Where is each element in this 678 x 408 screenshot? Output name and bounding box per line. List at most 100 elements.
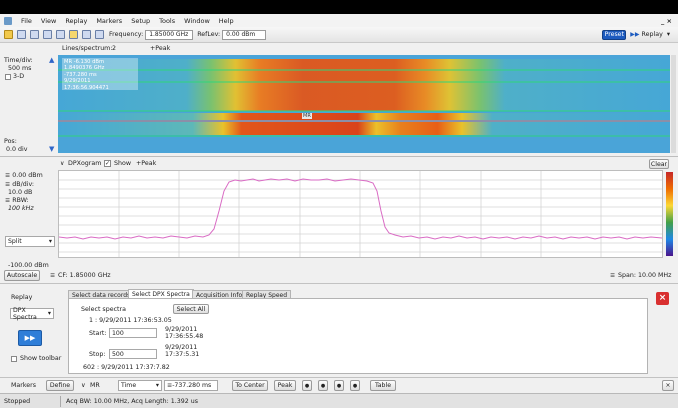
spectrogram-detection-label: +Peak (150, 45, 171, 52)
ref-value[interactable]: ≡ 0.00 dBm (5, 172, 43, 179)
cf-icon[interactable]: ≡ (50, 272, 56, 279)
marker-readout-line-4: 9/29/2011 17:36:56.904471 (64, 78, 109, 91)
menu-replay[interactable]: Replay (65, 16, 88, 25)
rbw-value[interactable]: 100 kHz (8, 205, 34, 212)
menu-file[interactable]: File (21, 16, 32, 25)
marker-time-value: -737.280 ms (172, 382, 212, 389)
menu-help[interactable]: Help (218, 16, 234, 25)
menu-view[interactable]: View (40, 16, 57, 25)
status-state: Stopped (4, 398, 31, 405)
span-icon[interactable]: ≡ (610, 272, 616, 279)
stop-input[interactable]: 500 (109, 349, 157, 359)
collapse-arrow-icon[interactable]: ∨ (60, 160, 65, 167)
marker-tag[interactable]: MR (302, 113, 312, 119)
app-logo-icon (4, 16, 12, 25)
tab-replay-speed[interactable]: Replay Speed (242, 290, 292, 300)
tab-content: Select spectra Select All 1 : 9/29/2011 … (68, 298, 648, 374)
replay-panel: Replay DPX Spectra ▾ ▶▶ Show toolbar Sel… (0, 283, 678, 377)
replay-dropdown-icon[interactable]: ▾ (666, 31, 670, 38)
threed-checkbox[interactable] (5, 74, 11, 80)
next-right-icon[interactable]: ● (334, 380, 344, 391)
marker-select-arrow-icon[interactable]: ∨ (81, 382, 86, 389)
frequency-label: Frequency: (109, 31, 144, 38)
pos-value[interactable]: 0.0 div (6, 146, 28, 153)
stop-label: Stop: (89, 351, 106, 358)
replay-section-label: Replay (11, 294, 33, 301)
peak-button[interactable]: Peak (274, 380, 296, 391)
replay-play-icon[interactable]: ▶▶ (630, 31, 640, 38)
start-input[interactable]: 100 (109, 328, 157, 338)
search-icon[interactable] (82, 30, 91, 39)
close-replay-icon[interactable]: × (656, 292, 669, 305)
displays-icon[interactable] (95, 30, 104, 39)
replay-mode-dropdown[interactable]: DPX Spectra ▾ (10, 306, 54, 321)
color-scale-bar (666, 172, 673, 256)
marker-readout-line-1: MR -6.130 dBm (64, 59, 105, 65)
main-toolbar: Frequency: 1.85000 GHz RefLev: 0.00 dBm … (0, 27, 678, 43)
dpx-graph-svg (59, 171, 662, 257)
dpxogram-title: DPXogram (68, 160, 102, 167)
settings-icon[interactable] (56, 30, 65, 39)
reflev-field[interactable]: 0.00 dBm (222, 29, 267, 40)
table-button[interactable]: Table (370, 380, 396, 391)
replay-mode-value: DPX Spectra (13, 306, 37, 321)
show-checkbox[interactable]: ✓ (104, 160, 111, 167)
dpx-controls: ≡ 0.00 dBm ≡ dB/div: 10.0 dB ≡ RBW: 100 … (2, 170, 58, 274)
db-div-value[interactable]: 10.0 dB (8, 189, 33, 196)
spectrogram-scrollbar[interactable] (671, 55, 676, 153)
scroll-down-arrow-icon[interactable]: ▼ (49, 145, 55, 153)
replay-run-button[interactable]: ▶▶ (18, 330, 42, 346)
spectrogram-controls: Time/div: 500 ms 3-D Pos: 0.0 div (2, 55, 48, 155)
scroll-up-arrow-icon[interactable]: ▲ (49, 56, 55, 64)
show-toolbar-checkbox[interactable] (11, 356, 17, 362)
clear-button[interactable]: Clear (649, 159, 669, 169)
prev-peak-icon[interactable]: ● (302, 380, 312, 391)
span-label[interactable]: Span: 10.00 MHz (618, 272, 672, 279)
start-label: Start: (89, 330, 107, 337)
marker-readout-line-2: 1.8490376 GHz (64, 65, 105, 72)
define-button[interactable]: Define (46, 380, 74, 391)
center-frequency-label[interactable]: CF: 1.85000 GHz (58, 272, 111, 279)
save-icon[interactable] (17, 30, 26, 39)
menu-window[interactable]: Window (184, 16, 210, 25)
autoscale-button[interactable]: Autoscale (4, 270, 40, 281)
preset-button[interactable]: Preset (602, 29, 627, 40)
marker-time-field[interactable]: ≡ -737.280 ms (164, 380, 218, 391)
spectrogram-display[interactable]: MR -6.130 dBm 1.8490376 GHz -737.280 ms … (58, 55, 670, 153)
close-markers-icon[interactable]: × (662, 380, 674, 391)
select-all-button[interactable]: Select All (173, 304, 209, 314)
status-acq-info: Acq BW: 10.00 MHz, Acq Length: 1.392 us (66, 398, 199, 405)
reflev-label: RefLev: (197, 31, 221, 38)
window-controls[interactable]: _ × (661, 16, 672, 25)
replay-button-label[interactable]: Replay (641, 31, 663, 38)
stop-time: 9/29/2011 17:37:5.31 (165, 344, 199, 358)
split-dropdown-value: Split (8, 238, 22, 245)
bottom-scale-value: -100.00 dBm (8, 262, 49, 269)
frequency-field[interactable]: 1.85000 GHz (145, 29, 194, 40)
open-folder-icon[interactable] (4, 30, 13, 39)
next-peak-icon[interactable]: ● (350, 380, 360, 391)
next-left-icon[interactable]: ● (318, 380, 328, 391)
marker-icon[interactable] (69, 30, 78, 39)
marker-mode-dropdown[interactable]: Time ▾ (118, 380, 162, 391)
dpx-spectrum-graph[interactable] (58, 170, 663, 258)
menu-tools[interactable]: Tools (159, 16, 176, 25)
marker-select-value[interactable]: MR (90, 382, 100, 389)
copy-icon[interactable] (43, 30, 52, 39)
menu-markers[interactable]: Markers (96, 16, 123, 25)
markers-label: Markers (11, 382, 37, 389)
start-date: 9/29/2011 (165, 326, 198, 333)
marker-mode-arrow-icon: ▾ (155, 382, 159, 389)
last-record-label: 602 : 9/29/2011 17:37:7.82 (83, 364, 170, 371)
stop-date: 9/29/2011 (165, 344, 198, 351)
split-dropdown[interactable]: Split ▾ (5, 236, 55, 247)
to-center-button[interactable]: To Center (232, 380, 268, 391)
print-icon[interactable] (30, 30, 39, 39)
ref-level-text: 0.00 dBm (12, 172, 43, 179)
menu-setup[interactable]: Setup (131, 16, 151, 25)
spectrogram-heatmap (58, 55, 670, 153)
time-div-value[interactable]: 500 ms (8, 65, 32, 72)
show-toolbar-label: Show toolbar (20, 355, 62, 362)
status-divider (60, 396, 61, 407)
start-time: 9/29/2011 17:36:55.48 (165, 326, 203, 340)
